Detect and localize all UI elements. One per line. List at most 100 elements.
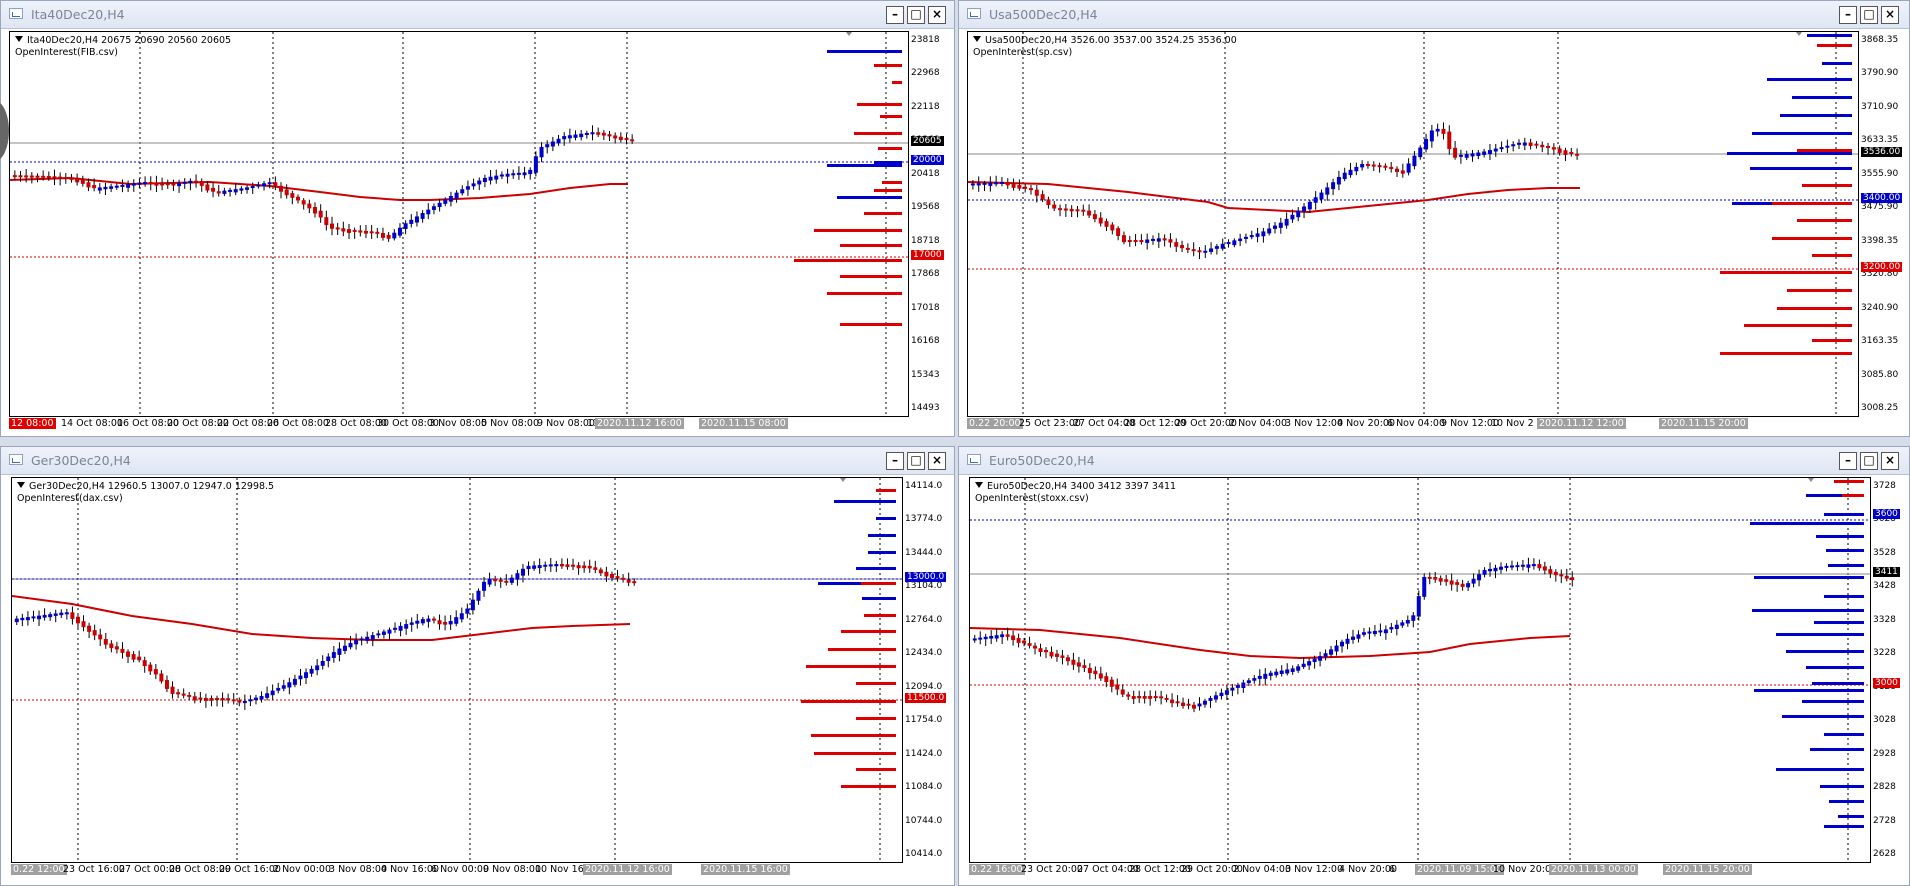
open-interest-bar bbox=[864, 614, 896, 617]
candle-body bbox=[1429, 130, 1434, 142]
chart-window-ita40[interactable]: Ita40Dec20,H4 – □ × Ita40Dec20,H4 20675 … bbox=[0, 0, 955, 437]
close-button[interactable]: × bbox=[1881, 452, 1899, 470]
candle-body bbox=[29, 175, 34, 178]
candle-body bbox=[215, 698, 220, 701]
candle-body bbox=[109, 186, 114, 189]
candle-body bbox=[1537, 564, 1542, 569]
collapse-triangle-icon[interactable] bbox=[17, 482, 25, 488]
minimize-button[interactable]: – bbox=[1839, 6, 1857, 24]
candle-body bbox=[526, 565, 531, 570]
candle-body bbox=[239, 188, 244, 191]
chart-window-ger30[interactable]: Ger30Dec20,H4 – □ × Ger30Dec20,H4 12960.… bbox=[0, 446, 955, 886]
restore-button[interactable]: □ bbox=[907, 6, 925, 24]
price-tick-label: 11084.0 bbox=[905, 782, 943, 793]
candle-body bbox=[63, 177, 68, 180]
candle-body bbox=[1127, 240, 1132, 242]
candle-body bbox=[1340, 641, 1345, 647]
minimize-button[interactable]: – bbox=[886, 6, 904, 24]
chart-window-usa500[interactable]: Usa500Dec20,H4 – □ × Usa500Dec20,H4 3526… bbox=[958, 0, 1910, 437]
close-button[interactable]: × bbox=[928, 6, 946, 24]
price-chart[interactable]: Usa500Dec20,H4 3526.00 3537.00 3524.25 3… bbox=[967, 31, 1859, 417]
candle-body bbox=[188, 180, 193, 184]
time-tick-label: 6 Nov 04:00 bbox=[1387, 418, 1446, 429]
candle-body bbox=[220, 698, 225, 701]
open-interest-bar bbox=[1806, 666, 1864, 669]
candle-body bbox=[307, 203, 312, 209]
candle-body bbox=[1504, 565, 1509, 568]
title-bar[interactable]: Ita40Dec20,H4 – □ × bbox=[1, 1, 954, 29]
candle-body bbox=[35, 175, 40, 178]
candle-body bbox=[131, 183, 136, 186]
price-axis[interactable]: 3728362835283428332832283128302829282828… bbox=[1873, 477, 1910, 863]
open-interest-bar bbox=[864, 212, 902, 215]
symbol-info: Euro50Dec20,H4 3400 3412 3397 3411 bbox=[987, 481, 1177, 492]
price-chart[interactable]: Ger30Dec20,H4 12960.5 13007.0 12947.0 12… bbox=[11, 477, 903, 863]
candle-body bbox=[194, 180, 199, 183]
time-tick-label: 30 Oct 08:00 bbox=[377, 418, 439, 429]
indicator-label: OpenInterest(dax.csv) bbox=[17, 493, 123, 504]
price-tag-black: 3411 bbox=[1873, 567, 1900, 577]
restore-button[interactable]: □ bbox=[1860, 452, 1878, 470]
open-interest-bar bbox=[1786, 650, 1864, 653]
price-axis[interactable]: 14114.0 13774.0 13444.0 13104.0 12764.0 12434… bbox=[905, 477, 955, 863]
candle-body bbox=[42, 614, 47, 618]
candle-body bbox=[632, 581, 637, 584]
minimize-button[interactable]: – bbox=[1839, 452, 1857, 470]
candle-body bbox=[148, 182, 153, 185]
time-axis[interactable]: 0.22 16:00 23 Oct 20:00 27 Oct 04:00 28 Oct… bbox=[969, 864, 1909, 878]
restore-button[interactable]: □ bbox=[1860, 6, 1878, 24]
chart-window-icon bbox=[967, 454, 981, 465]
price-tag-blue: 3600 bbox=[1873, 509, 1900, 519]
open-interest-bar bbox=[1744, 324, 1852, 327]
candle-body bbox=[262, 183, 267, 187]
candle-body bbox=[1208, 698, 1213, 701]
candle-body bbox=[604, 571, 609, 577]
price-chart[interactable]: Ita40Dec20,H4 20675 20690 20560 20605 Op… bbox=[9, 31, 909, 417]
price-tick-label: 2928 bbox=[1873, 748, 1896, 759]
candle-body bbox=[1389, 627, 1394, 630]
candle-body bbox=[443, 621, 448, 625]
candle-body bbox=[1005, 634, 1010, 637]
price-tag-red: 3200.00 bbox=[1861, 262, 1903, 272]
candle-body bbox=[242, 700, 247, 704]
title-bar[interactable]: Euro50Dec20,H4 – □ × bbox=[959, 447, 1909, 475]
restore-button[interactable]: □ bbox=[907, 452, 925, 470]
candle-body bbox=[982, 182, 987, 185]
open-interest-bar bbox=[1772, 237, 1852, 240]
title-bar[interactable]: Ger30Dec20,H4 – □ × bbox=[1, 447, 954, 475]
open-interest-bar bbox=[794, 259, 902, 262]
chart-window-euro50[interactable]: Euro50Dec20,H4 – □ × Euro50Dec20,H4 3400… bbox=[958, 446, 1910, 886]
open-interest-bar bbox=[806, 665, 896, 668]
candle-body bbox=[431, 206, 436, 210]
time-axis[interactable]: 12 08:00 14 Oct 08:00 16 Oct 08:00 20 Oct 0… bbox=[9, 418, 949, 432]
title-bar[interactable]: Usa500Dec20,H4 – □ × bbox=[959, 1, 1909, 29]
candle-body bbox=[976, 183, 981, 186]
window-title: Ita40Dec20,H4 bbox=[31, 7, 125, 22]
collapse-triangle-icon[interactable] bbox=[973, 36, 981, 42]
close-button[interactable]: × bbox=[1881, 6, 1899, 24]
time-axis[interactable]: 0.22 20:00 25 Oct 23:00 27 Oct 04:00 28 Oct… bbox=[967, 418, 1907, 432]
candle-body bbox=[1312, 658, 1317, 662]
candle-body bbox=[376, 633, 381, 636]
window-title: Euro50Dec20,H4 bbox=[989, 453, 1095, 468]
close-button[interactable]: × bbox=[928, 452, 946, 470]
price-tick-label: 3428 bbox=[1873, 581, 1896, 592]
price-chart[interactable]: Euro50Dec20,H4 3400 3412 3397 3411 OpenI… bbox=[969, 477, 1871, 863]
time-axis[interactable]: 0.22 12:00 23 Oct 16:00 27 Oct 00:00 28 Oct… bbox=[11, 864, 951, 878]
symbol-info: Ita40Dec20,H4 20675 20690 20560 20605 bbox=[27, 35, 232, 46]
candle-body bbox=[103, 186, 108, 190]
price-axis[interactable]: 3868.35 3790.90 3710.90 3633.35 3555.90 3475.… bbox=[1861, 31, 1910, 417]
chart-info: Ita40Dec20,H4 20675 20690 20560 20605 Op… bbox=[15, 35, 231, 59]
collapse-triangle-icon[interactable] bbox=[15, 36, 23, 42]
candle-body bbox=[498, 579, 503, 582]
candle-body bbox=[1296, 210, 1301, 218]
candle-body bbox=[1033, 645, 1038, 649]
minimize-button[interactable]: – bbox=[886, 452, 904, 470]
candle-body bbox=[165, 183, 170, 186]
collapse-triangle-icon[interactable] bbox=[975, 482, 983, 488]
price-axis[interactable]: 2381822968221182126820418195681871817868… bbox=[911, 31, 956, 417]
candle-body bbox=[292, 678, 297, 685]
open-interest-bar bbox=[1824, 513, 1864, 516]
candle-body bbox=[273, 182, 278, 186]
candle-body bbox=[363, 230, 368, 234]
